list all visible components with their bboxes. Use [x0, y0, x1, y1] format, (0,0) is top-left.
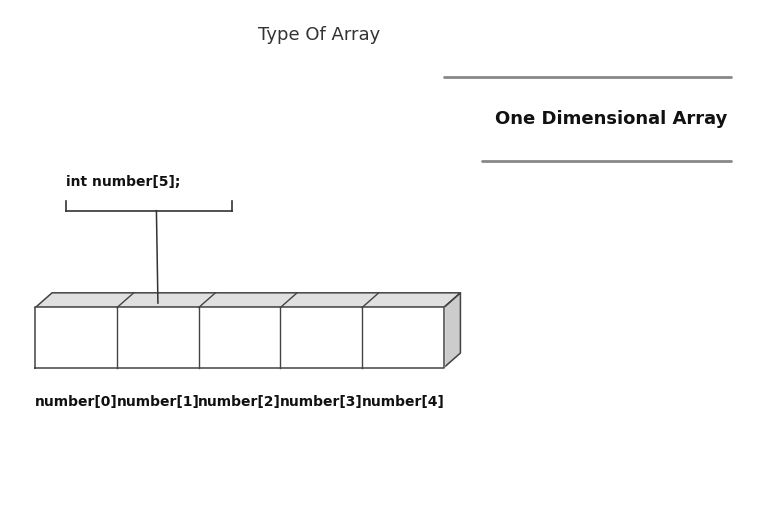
Text: int number[5];: int number[5]; — [66, 175, 180, 189]
Text: One Dimensional Array: One Dimensional Array — [495, 110, 727, 128]
Text: number[0]: number[0] — [35, 394, 118, 409]
Polygon shape — [36, 308, 444, 368]
Text: number[4]: number[4] — [361, 394, 444, 409]
Text: Type Of Array: Type Of Array — [258, 26, 380, 44]
Polygon shape — [36, 293, 461, 308]
Text: number[1]: number[1] — [116, 394, 200, 409]
Polygon shape — [444, 293, 461, 368]
Text: number[3]: number[3] — [280, 394, 363, 409]
Text: number[2]: number[2] — [198, 394, 281, 409]
